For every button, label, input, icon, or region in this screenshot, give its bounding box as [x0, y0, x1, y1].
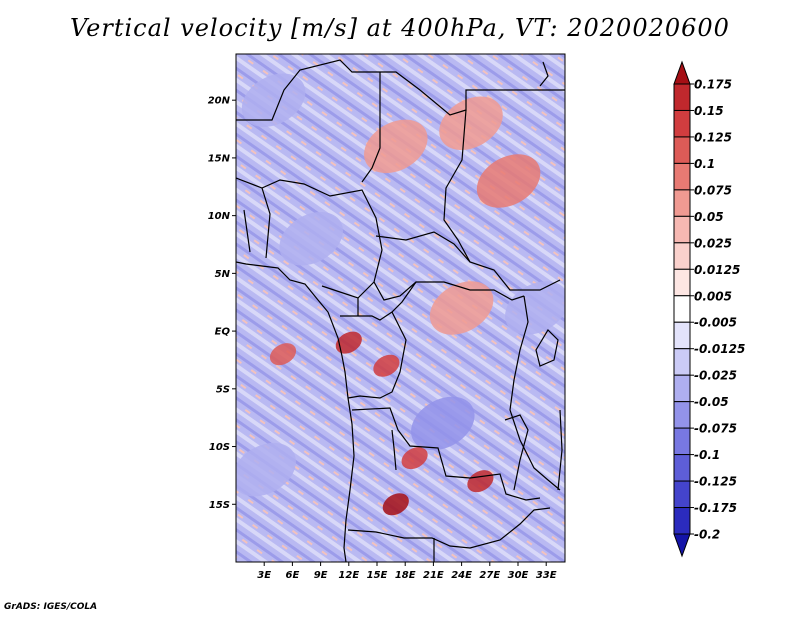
colorbar-label: -0.025	[694, 369, 737, 383]
lon-tick-label: 21E	[423, 570, 444, 581]
border-togo	[243, 209, 251, 253]
lon-tick-label: 3E	[257, 570, 271, 581]
border-nigeria	[236, 177, 383, 299]
lat-tick-label: 5N	[215, 269, 231, 280]
lon-tick-label: 18E	[395, 570, 416, 581]
lon-tick-label: 33E	[536, 570, 557, 581]
colorbar-label: 0.175	[694, 78, 732, 92]
lat-tick-label: 20N	[208, 96, 231, 107]
lon-tick-label: 15E	[367, 570, 388, 581]
lon-tick-label: 27E	[479, 570, 500, 581]
colorbar-label: -0.1	[694, 448, 720, 462]
colorbar-swatch	[673, 242, 691, 270]
colorbar-swatch	[673, 401, 691, 429]
border-benin	[261, 187, 271, 259]
colorbar-bottom-arrow	[673, 533, 691, 558]
colorbar-label: -0.005	[694, 316, 737, 330]
colorbar-label: -0.2	[694, 528, 720, 542]
colorbar-swatch	[673, 427, 691, 456]
colorbar-swatch	[673, 295, 691, 323]
border-car-south	[373, 281, 525, 301]
field-blob	[411, 396, 475, 451]
border-congo-drc	[347, 311, 407, 399]
colorbar-label: 0.0125	[694, 263, 740, 277]
colorbar-swatch	[673, 83, 691, 111]
map-area	[235, 53, 566, 563]
border-angola-drc	[351, 407, 541, 501]
colorbar-swatch	[673, 507, 691, 535]
colorbar-swatch	[673, 348, 691, 376]
colorbar-label: -0.0125	[694, 342, 745, 356]
colorbar-label: -0.05	[694, 395, 729, 409]
field-blob	[279, 212, 343, 266]
longitude-axis: 3E 6E 9E 12E 15E 18E 21E 24E 27E 30E 33E	[257, 562, 557, 581]
border-mozambique	[557, 409, 563, 491]
border-gabon-congo	[340, 281, 417, 321]
colorbar-swatch	[673, 374, 691, 403]
map-title: Vertical velocity [m/s] at 400hPa, VT: 2…	[70, 14, 730, 42]
colorbar-label: 0.075	[694, 183, 732, 197]
colorbar-label: 0.125	[694, 130, 732, 144]
field-blob	[476, 154, 541, 208]
border-chad-sudan	[443, 109, 561, 291]
lat-tick-label: 10S	[209, 442, 230, 453]
colorbar-label: 0.025	[694, 236, 732, 250]
colorbar-label: -0.125	[694, 475, 737, 489]
colorbar-swatch	[673, 454, 691, 482]
border-lake-tanganyika	[504, 414, 529, 491]
colorbar-swatch	[673, 268, 691, 297]
colorbar-top-arrow	[673, 60, 691, 85]
lat-tick-label: 15N	[208, 153, 231, 164]
field-regions	[236, 73, 565, 516]
border-namibia-south	[347, 507, 551, 549]
field-blob	[439, 96, 503, 150]
border-car-north	[375, 231, 471, 263]
border-niger-chad	[361, 72, 381, 183]
border-drc-east	[509, 295, 561, 491]
field-blob	[335, 331, 362, 354]
lat-tick-label: EQ	[215, 327, 231, 338]
map-frame	[235, 53, 566, 563]
lon-tick-label: 24E	[451, 570, 472, 581]
colorbar-swatch	[673, 109, 691, 138]
field-blob	[269, 343, 297, 366]
field-blob	[373, 354, 400, 377]
colorbar-swatch	[673, 321, 691, 350]
colorbar: 0.175 0.15 0.125 0.1 0.075 0.05 0.025 0.0125 0.0…	[673, 60, 745, 558]
colorbar-label: -0.175	[694, 501, 737, 515]
country-borders	[236, 59, 565, 562]
colorbar-label: 0.15	[694, 104, 724, 118]
lat-tick-label: 10N	[208, 211, 231, 222]
colorbar-swatch	[673, 136, 691, 164]
lake-victoria	[535, 329, 559, 367]
border-angola-zambia	[391, 429, 397, 471]
lon-tick-label: 12E	[338, 570, 359, 581]
footer-credit: GrADS: IGES/COLA	[4, 602, 98, 612]
colorbar-label: -0.075	[694, 422, 737, 436]
field-blob	[401, 447, 428, 470]
latitude-axis: 20N 15N 10N 5N EQ 5S 10S 15S	[208, 96, 236, 511]
colorbar-label: 0.05	[694, 210, 724, 224]
lon-tick-label: 9E	[314, 570, 328, 581]
lon-tick-label: 30E	[508, 570, 529, 581]
colorbar-swatch	[673, 215, 691, 244]
field-blob	[241, 73, 306, 127]
lat-tick-label: 5S	[216, 384, 230, 395]
colorbar-label: 0.1	[694, 157, 715, 171]
field-blob	[236, 442, 296, 497]
lon-tick-label: 6E	[286, 570, 300, 581]
border-north	[236, 59, 565, 121]
colorbar-label: 0.005	[694, 289, 732, 303]
field-blob	[382, 493, 409, 516]
colorbar-swatch	[673, 162, 691, 191]
coastline	[236, 261, 355, 562]
colorbar-swatch	[673, 189, 691, 217]
field-blob	[429, 281, 494, 335]
colorbar-swatch	[673, 480, 691, 509]
coast-nile-delta	[539, 61, 549, 87]
lat-tick-label: 15S	[209, 500, 230, 511]
field-blob	[505, 281, 565, 335]
